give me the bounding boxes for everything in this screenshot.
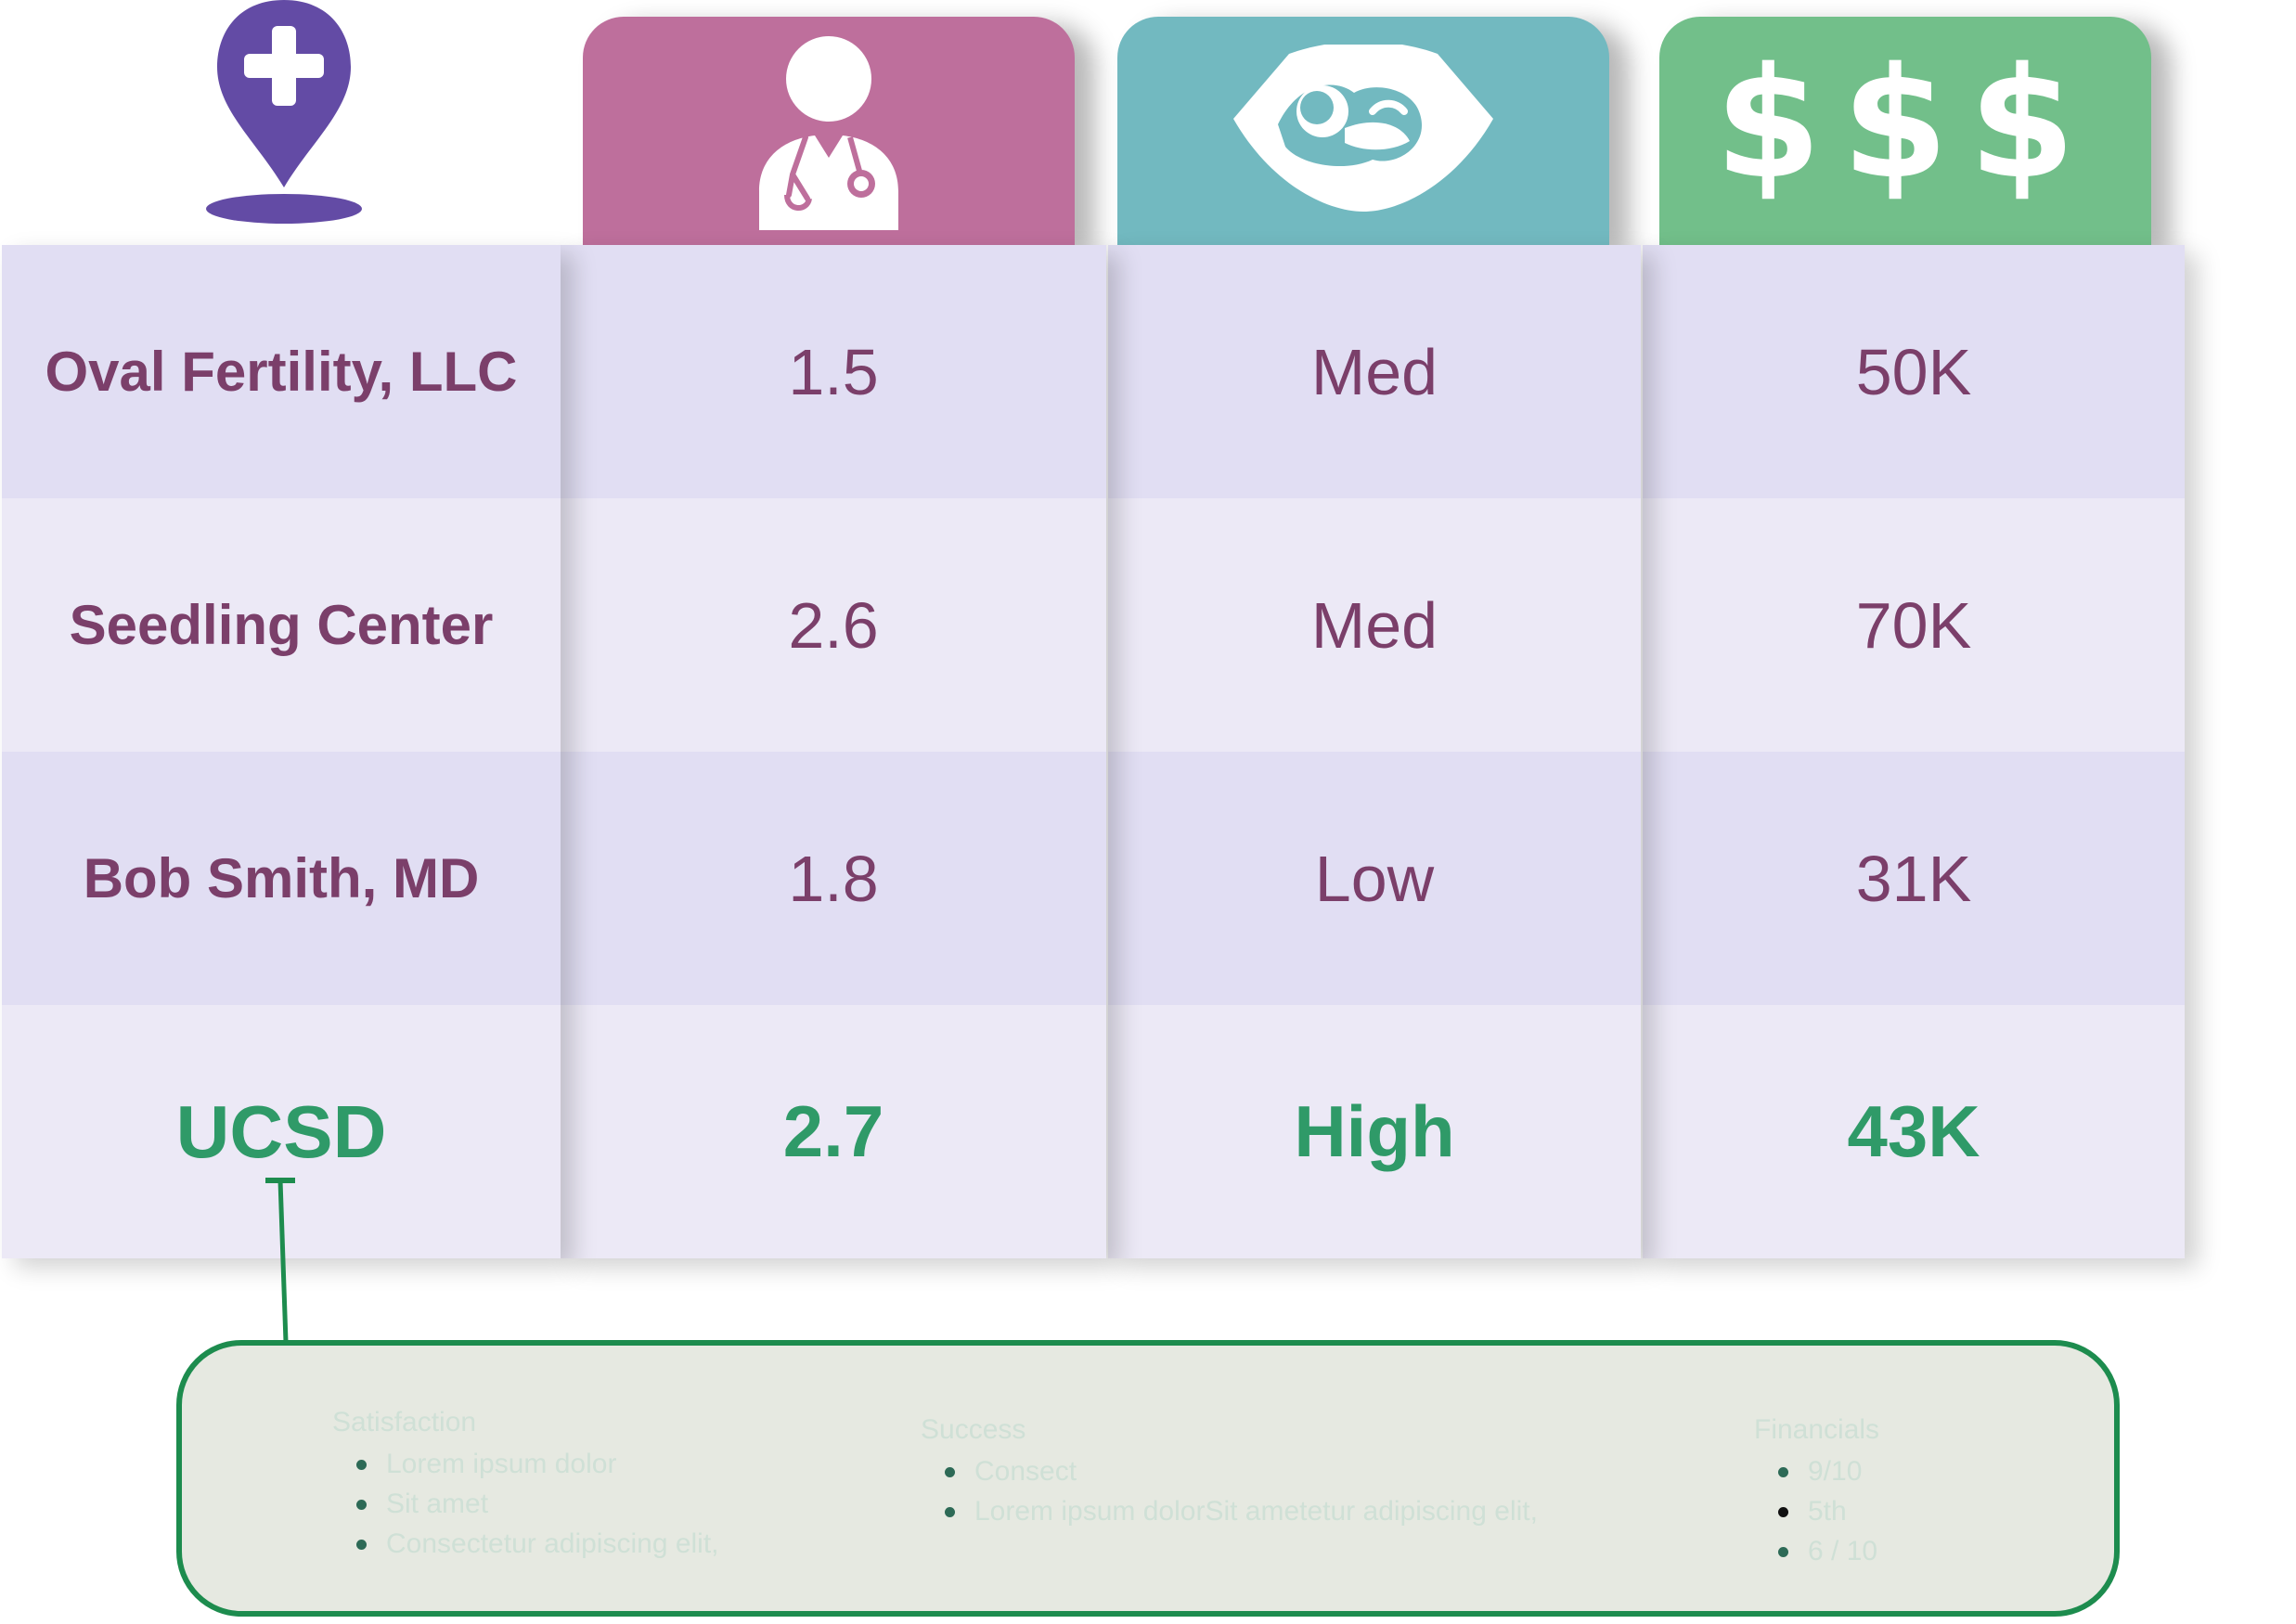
table-cell-ultrasound: Low — [1108, 752, 1641, 1005]
cell-value-highlight: 2.7 — [782, 1090, 884, 1172]
ultrasound-icon — [1233, 45, 1493, 212]
cell-value-highlight: 43K — [1847, 1090, 1980, 1172]
table-cell-doctor: 1.8 — [561, 752, 1106, 1005]
list-item: 6 / 10 — [1777, 1531, 1879, 1571]
cell-value: Low — [1314, 842, 1435, 915]
list-item: Lorem ipsum dolorSit ametetur adipiscing… — [945, 1491, 1538, 1531]
provider-name: Seedling Center — [69, 594, 494, 656]
cell-value: 1.8 — [788, 842, 879, 915]
cell-value: 2.6 — [788, 588, 879, 662]
financials-title: Financials — [1754, 1414, 1880, 1445]
cell-value: 50K — [1855, 335, 1972, 408]
cell-value: Med — [1310, 335, 1438, 408]
success-group: Success Consect Lorem ipsum dolorSit ame… — [921, 1414, 1538, 1531]
cell-value-highlight: High — [1294, 1090, 1455, 1172]
success-title: Success — [921, 1414, 1026, 1445]
financials-group: Financials 9/10 5th 6 / 10 — [1754, 1414, 1879, 1571]
list-item: Sit amet — [356, 1484, 719, 1524]
satisfaction-group: Satisfaction Lorem ipsum dolor Sit amet … — [332, 1407, 719, 1564]
provider-name: Bob Smith, MD — [83, 847, 480, 909]
table-cell-ultrasound: High — [1108, 1005, 1641, 1258]
doctor-icon — [759, 36, 898, 230]
list-item: Consect — [945, 1451, 1538, 1491]
provider-name: Oval Fertility, LLC — [45, 341, 518, 403]
cell-value: 1.5 — [788, 335, 879, 408]
table-cell-cost: 50K — [1643, 245, 2185, 498]
header-tab-money: $$$ — [1659, 17, 2151, 249]
table-cell-cost: 70K — [1643, 498, 2185, 752]
table-cell-doctor: 2.7 — [561, 1005, 1106, 1258]
table-cell-provider: Bob Smith, MD — [2, 752, 561, 1005]
table-cell-doctor: 1.5 — [561, 245, 1106, 498]
cell-value: Med — [1310, 588, 1438, 662]
map-pin-cross-icon — [206, 0, 362, 224]
cell-value: 31K — [1855, 842, 1972, 915]
table-cell-provider: Seedling Center — [2, 498, 561, 752]
dollar-icon: $$$ — [1714, 34, 2096, 213]
cell-value: 70K — [1855, 588, 1972, 662]
list-item: 9/10 — [1777, 1451, 1879, 1491]
table-cell-provider[interactable]: UCSD — [2, 1005, 561, 1258]
list-item: Lorem ipsum dolor — [356, 1444, 719, 1484]
table-column-provider: Oval Fertility, LLC Seedling Center Bob … — [2, 245, 561, 1258]
table-cell-ultrasound: Med — [1108, 498, 1641, 752]
table-column-cost: 50K 70K 31K 43K — [1643, 245, 2185, 1258]
table-cell-ultrasound: Med — [1108, 245, 1641, 498]
provider-name-highlight[interactable]: UCSD — [175, 1089, 387, 1173]
table-cell-doctor: 2.6 — [561, 498, 1106, 752]
table-column-ultrasound: Med Med Low High — [1108, 245, 1641, 1258]
header-tab-ultrasound — [1117, 17, 1609, 249]
list-item: 5th — [1777, 1491, 1879, 1531]
detail-callout-box: Satisfaction Lorem ipsum dolor Sit amet … — [176, 1340, 2120, 1617]
satisfaction-title: Satisfaction — [332, 1407, 477, 1437]
table-cell-cost: 43K — [1643, 1005, 2185, 1258]
list-item: Consectetur adipiscing elit, — [356, 1524, 719, 1564]
table-column-doctor: 1.5 2.6 1.8 2.7 — [561, 245, 1106, 1258]
table-cell-cost: 31K — [1643, 752, 2185, 1005]
header-tab-doctor — [583, 17, 1075, 249]
table-cell-provider: Oval Fertility, LLC — [2, 245, 561, 498]
